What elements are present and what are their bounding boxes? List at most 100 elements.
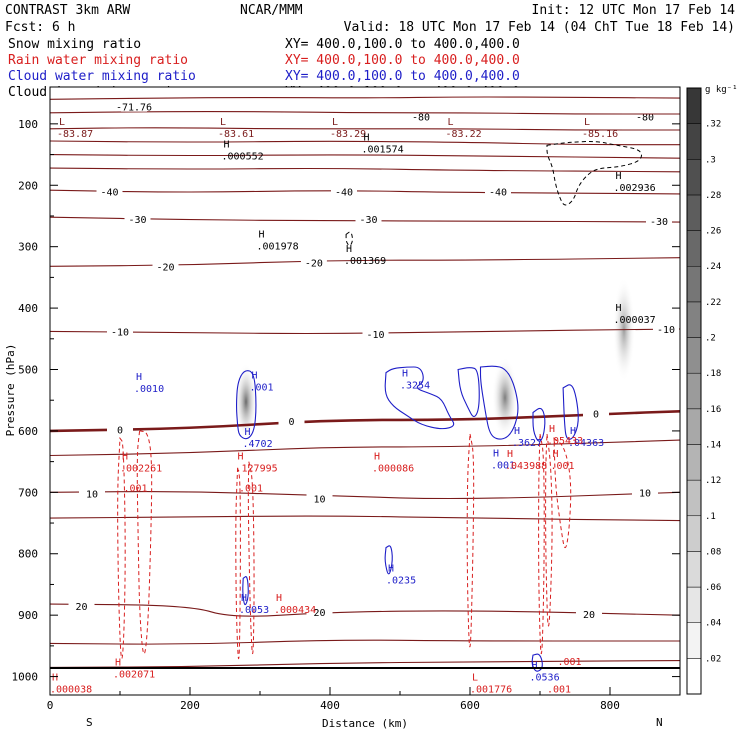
- cloud-water-contour-line: [242, 576, 249, 606]
- colorbar-tick-label: .3: [705, 155, 716, 165]
- colorbar-segment: [686, 265, 702, 303]
- rain-contour-line: [466, 433, 475, 648]
- temperature-contour-label: -10: [366, 330, 384, 341]
- y-tick-label: 300: [18, 241, 38, 254]
- cloud-water-contour-line: [384, 366, 455, 430]
- x-endpoint-north: N: [656, 716, 663, 729]
- temperature-label-bg: [152, 260, 179, 272]
- legend-field-label: Cloud water mixing ratio: [8, 69, 196, 84]
- extremum-mark: H: [493, 449, 499, 460]
- extremum-mark: H: [616, 171, 622, 182]
- colorbar-segment: [686, 444, 702, 481]
- temperature-label-bg: [653, 322, 679, 334]
- temperature-contour-label: -40: [489, 187, 507, 198]
- extremum-value: .000552: [222, 152, 264, 163]
- legend-field-label: Rain water mixing ratio: [8, 53, 188, 68]
- colorbar-segment: [686, 586, 702, 623]
- temperature-contour-line: [50, 216, 680, 223]
- colorbar-tick-label: .04: [705, 619, 721, 629]
- plot-area: [50, 87, 680, 695]
- colorbar-frame: [686, 87, 702, 695]
- temperature-contour-label: 20: [313, 608, 325, 619]
- temperature-contour-label: -40: [335, 187, 353, 198]
- temperature-contour-line: [50, 167, 680, 173]
- extremum-mark: H: [553, 449, 559, 460]
- x-axis: 0 200 400 600 800: [47, 687, 620, 712]
- temperature-label-bg: [107, 423, 133, 435]
- temperature-contour-line: [50, 603, 680, 617]
- colorbar-tick-label: .26: [705, 227, 721, 237]
- colorbar-segment: [686, 515, 702, 552]
- y-tick-label: 1000: [12, 671, 39, 684]
- temperature-contour-label: 0: [117, 426, 123, 437]
- temperature-contour-layer: -80 -80 -71.76 -40 -40 -40 -30 -30 -30 -20 -20 -10 -…: [50, 96, 680, 668]
- extremum-mark: H: [374, 452, 380, 463]
- temperature-contour-label: 10: [639, 488, 651, 499]
- organization: NCAR/MMM: [240, 3, 303, 18]
- temperature-contour-line: [50, 154, 680, 159]
- extremum-mark: L: [584, 117, 590, 128]
- legend-field-xy: XY= 400.0,100.0 to 400.0,400.0: [285, 69, 520, 84]
- temperature-contour-line: [50, 111, 680, 115]
- extremum-value: .0010: [134, 384, 164, 395]
- x-axis-label: Distance (km): [322, 717, 408, 730]
- extremum-mark: H: [252, 371, 258, 382]
- temperature-label-bg: [124, 213, 151, 225]
- temperature-contour-label: -10: [657, 325, 675, 336]
- extremum-value: .001: [551, 461, 575, 472]
- temperature-contour-label: 10: [86, 490, 98, 501]
- colorbar-tick-label: .02: [705, 654, 721, 664]
- temperature-label-bg: [278, 415, 305, 427]
- snow-shading-blob: [235, 363, 257, 441]
- colorbar-tick-label: .06: [705, 583, 721, 593]
- colorbar-segment: [686, 551, 702, 588]
- colorbar-tick-label: .12: [705, 476, 721, 486]
- colorbar-tick-label: .1: [705, 512, 716, 522]
- y-tick-label: 200: [18, 179, 38, 192]
- extremum-mark: H: [532, 660, 538, 671]
- temperature-contour-label: -80: [636, 112, 654, 123]
- rain-contour-layer: [117, 430, 572, 660]
- temperature-contour-line: [50, 491, 680, 500]
- x-tick-label: 400: [320, 699, 340, 712]
- x-endpoint-south: S: [86, 716, 93, 729]
- extremum-mark: H: [388, 563, 394, 574]
- extremum-mark: H: [136, 372, 142, 383]
- extremum-value: .04363: [568, 438, 604, 449]
- temperature-label-bg: [632, 486, 658, 498]
- extremum-value: .001: [124, 483, 148, 494]
- temperature-label-bg: [583, 407, 609, 419]
- colorbar-segment: [686, 408, 702, 445]
- temperature-contour-label: -20: [305, 259, 323, 270]
- extremum-mark: H: [616, 303, 622, 314]
- temperature-contour-label: 20: [75, 602, 87, 613]
- extremum-mark: L: [220, 117, 226, 128]
- temperature-label-bg: [408, 110, 434, 122]
- temperature-label-bg: [632, 110, 658, 122]
- temperature-label-bg: [355, 213, 382, 225]
- legend-field-xy: XY= 400.0,100.0 to 400.0,400.0: [285, 53, 520, 68]
- temperature-contour-label: -71.76: [116, 103, 152, 114]
- temperature-label-bg: [306, 606, 333, 618]
- extremum-value: .001: [250, 383, 274, 394]
- extremum-value: .001: [491, 461, 515, 472]
- rain-contour-line: [117, 436, 126, 659]
- extremum-value: .0053: [239, 605, 269, 616]
- temperature-contour-label: 10: [313, 494, 325, 505]
- extremum-value: .000037: [614, 315, 656, 326]
- colorbar-tick-label: .22: [705, 298, 721, 308]
- cloud-water-contour-line: [531, 653, 543, 672]
- temperature-contour-line: [50, 439, 680, 457]
- colorbar-segment: [686, 372, 702, 410]
- temperature-contour-line: [50, 639, 680, 645]
- extremum-value: -85.16: [582, 129, 618, 140]
- colorbar-segment: [686, 622, 702, 659]
- colorbar-tick-label: .32: [705, 120, 721, 130]
- temperature-contour-line: [50, 140, 680, 146]
- model-title: CONTRAST 3km ARW: [5, 3, 130, 18]
- temperature-contour-label: 0: [288, 417, 294, 428]
- colorbar-tick-label: .08: [705, 547, 721, 557]
- temperature-label-bg: [362, 327, 389, 339]
- temperature-label-bg: [485, 185, 511, 197]
